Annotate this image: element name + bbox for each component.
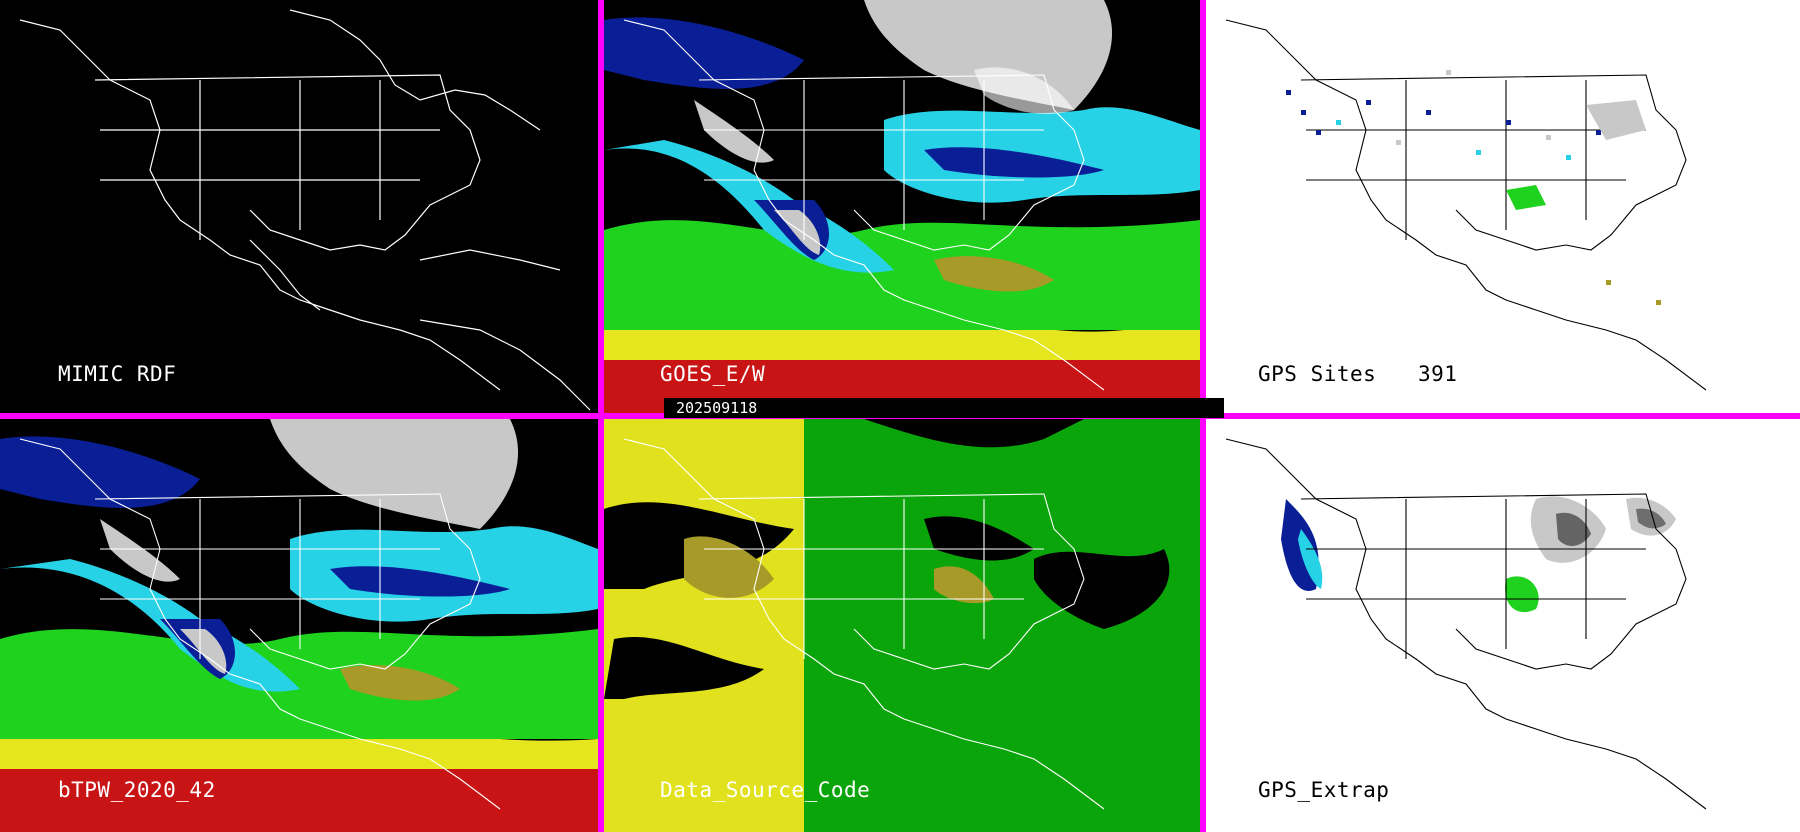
timestamp-bar: 202509118 bbox=[664, 398, 1224, 418]
timestamp-text: 202509118 bbox=[676, 399, 758, 417]
coastlines-and-borders bbox=[19, 438, 501, 810]
data-source-code-map bbox=[604, 419, 1200, 832]
panel-label: GPS Sites bbox=[1258, 362, 1377, 386]
panel-label: GPS_Extrap bbox=[1258, 778, 1390, 802]
gps-extrap-map bbox=[1225, 438, 1707, 810]
coastlines-and-borders bbox=[1225, 438, 1707, 810]
btpw-map bbox=[0, 419, 598, 832]
panel-label: GOES_E/W bbox=[660, 362, 766, 386]
panel-gps-sites: GPS Sites 391 bbox=[1206, 0, 1800, 413]
panel-gps-extrap: GPS_Extrap bbox=[1206, 419, 1800, 832]
panel-goes-ew: GOES_E/W bbox=[604, 0, 1200, 413]
panel-data-source-code: Data_Source_Code bbox=[604, 419, 1200, 832]
coastlines-and-borders bbox=[623, 438, 1105, 810]
panel-mimic-rdf: MIMIC RDF bbox=[0, 0, 598, 413]
panel-label: bTPW_2020_42 bbox=[58, 778, 216, 802]
gps-site-count: 391 bbox=[1418, 362, 1458, 386]
panel-label: Data_Source_Code bbox=[660, 778, 871, 802]
gps-sites-map bbox=[1225, 19, 1707, 391]
panel-btpw-2020-42: bTPW_2020_42 bbox=[0, 419, 598, 832]
coastlines-and-borders bbox=[1225, 19, 1707, 391]
goes-ew-map bbox=[604, 0, 1200, 413]
mimic-rdf-map bbox=[19, 9, 591, 411]
gps-site-markers bbox=[1286, 70, 1661, 305]
panel-label: MIMIC RDF bbox=[58, 362, 177, 386]
coastlines-and-borders bbox=[623, 19, 1105, 391]
coastlines-and-borders bbox=[19, 9, 591, 411]
